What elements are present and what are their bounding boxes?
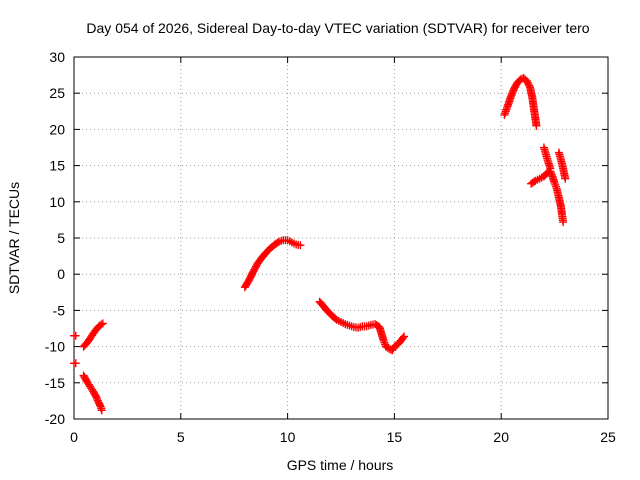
y-tick-label: -10 [45,339,65,355]
data-point [379,336,388,345]
y-tick-label: 25 [49,85,65,101]
data-point [296,241,305,250]
x-axis-label: GPS time / hours [287,457,394,473]
data-point [71,359,80,368]
data-point [546,164,555,173]
data-point [532,121,541,130]
y-tick-label: 0 [57,266,65,282]
data-point [97,320,106,329]
x-tick-label: 15 [387,429,403,445]
data-point [552,182,561,191]
data-points [70,73,570,415]
axis-ticks: 0 5 10 15 20 25 -20 -15 -10 -5 0 5 10 15 20 25 30 [45,49,616,445]
y-tick-label: 20 [49,121,65,137]
chart-title: Day 054 of 2026, Sidereal Day-to-day VTE… [86,20,589,36]
data-point [561,174,570,183]
data-point [97,406,106,415]
x-tick-label: 20 [493,429,509,445]
grid-lines [74,57,608,419]
y-tick-label: -15 [45,375,65,391]
data-point [550,178,559,187]
data-point [71,331,80,340]
data-point [551,180,560,189]
y-tick-label: 15 [49,158,65,174]
data-point [380,338,389,347]
data-point [273,238,282,247]
y-tick-label: 30 [49,49,65,65]
x-tick-label: 10 [280,429,296,445]
data-point [92,393,101,402]
y-tick-label: -20 [45,411,65,427]
x-tick-label: 25 [600,429,616,445]
y-tick-label: 10 [49,194,65,210]
y-axis-label: SDTVAR / TECUs [6,182,22,294]
x-tick-label: 5 [177,429,185,445]
data-point [98,319,107,328]
x-tick-label: 0 [70,429,78,445]
data-point [400,332,409,341]
data-point [93,394,102,403]
y-tick-label: -5 [53,302,66,318]
y-tick-label: 5 [57,230,65,246]
data-point [547,169,556,178]
data-point [559,218,568,227]
data-point [398,333,407,342]
